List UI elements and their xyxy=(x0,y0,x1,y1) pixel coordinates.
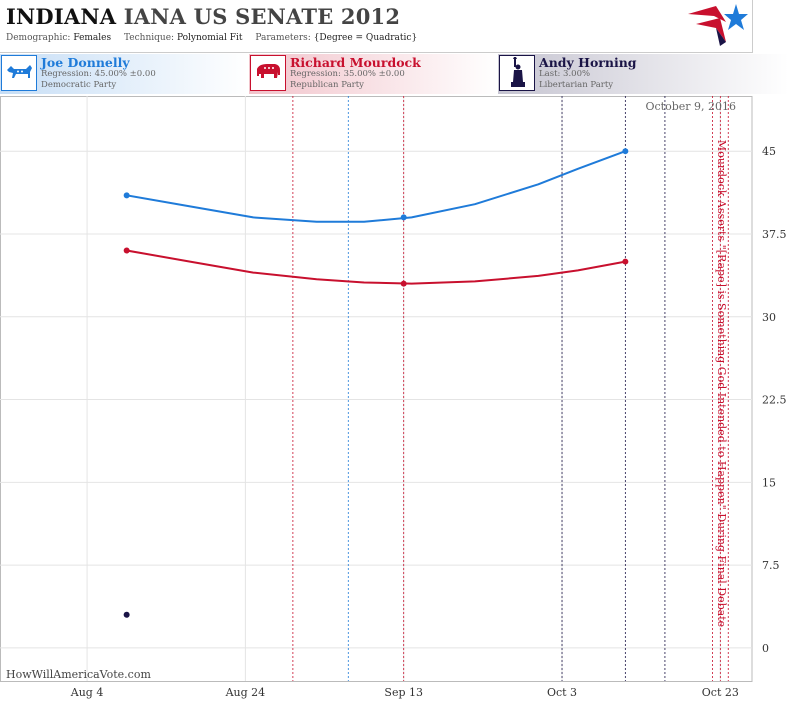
legend-backgrounds xyxy=(0,54,789,94)
data-point xyxy=(400,280,407,287)
candidate-legend: Joe Donnelly Regression: 45.00% ±0.00 De… xyxy=(0,54,789,94)
y-tick-label: 37.5 xyxy=(762,228,787,241)
candidate-horning[interactable]: Andy Horning Last: 3.00% Libertarian Par… xyxy=(499,54,787,94)
parameters-label: Parameters: xyxy=(255,33,311,43)
data-point xyxy=(123,247,130,254)
data-point xyxy=(400,214,407,221)
event-lines xyxy=(292,96,729,681)
data-point xyxy=(622,148,629,155)
parameters-value: {Degree = Quadratic} xyxy=(313,33,418,43)
candidate-stat: Last: 3.00% xyxy=(539,69,591,79)
y-tick-label: 22.5 xyxy=(762,394,787,407)
elephant-icon xyxy=(250,55,286,91)
x-tick-label: Aug 4 xyxy=(70,686,104,699)
series-line xyxy=(126,150,626,223)
candidate-name: Andy Horning xyxy=(539,55,637,70)
y-tick-label: 7.5 xyxy=(762,559,780,572)
date-label: October 9, 2016 xyxy=(645,100,736,113)
candidate-stat: Regression: 45.00% ±0.00 xyxy=(41,69,156,79)
candidate-party: Republican Party xyxy=(290,80,364,90)
star-logo-icon xyxy=(688,4,748,46)
plot-frame xyxy=(0,96,753,682)
candidate-party: Democratic Party xyxy=(41,80,117,90)
statue-of-liberty-icon xyxy=(499,55,535,91)
y-tick-label: 15 xyxy=(762,476,776,489)
title-state: INDIANA xyxy=(6,4,117,29)
polling-chart: 45 37.5 30 22.5 15 7.5 0 Aug 4 Aug 24 Sep 13 Oct … xyxy=(0,96,787,699)
data-point xyxy=(622,258,629,265)
data-point xyxy=(123,192,130,199)
demographic-value: Females xyxy=(73,33,112,43)
x-tick-label: Oct 3 xyxy=(547,686,577,699)
series-lines xyxy=(126,150,626,285)
series-points xyxy=(123,148,629,618)
donkey-icon xyxy=(1,55,37,91)
watermark: HowWillAmericaVote.com xyxy=(6,668,151,681)
candidate-donnelly[interactable]: Joe Donnelly Regression: 45.00% ±0.00 De… xyxy=(1,54,247,94)
demographic-label: Demographic: xyxy=(6,33,71,43)
header-panel: INDIANA IANA US SENATE 2012 Demographic:… xyxy=(0,0,753,53)
technique-label: Technique: xyxy=(124,33,175,43)
y-tick-label: 0 xyxy=(762,642,769,655)
x-tick-label: Oct 23 xyxy=(702,686,739,699)
page-title: INDIANA IANA US SENATE 2012 xyxy=(6,4,400,29)
y-tick-label: 45 xyxy=(762,145,776,158)
y-tick-label: 30 xyxy=(762,311,776,324)
grid xyxy=(0,96,753,682)
debate-annotation: Mourdock Asserts "[Rape] is Something Go… xyxy=(715,140,728,627)
parameters-line: Demographic: Females Technique: Polynomi… xyxy=(6,33,417,43)
technique-value: Polynomial Fit xyxy=(176,33,243,43)
candidate-party: Libertarian Party xyxy=(539,80,614,90)
data-point xyxy=(123,611,130,618)
series-line xyxy=(126,249,626,285)
x-axis: Aug 4 Aug 24 Sep 13 Oct 3 Oct 23 xyxy=(70,686,739,699)
candidate-mourdock[interactable]: Richard Mourdock Regression: 35.00% ±0.0… xyxy=(250,54,496,94)
x-tick-label: Aug 24 xyxy=(225,686,266,699)
candidate-stat: Regression: 35.00% ±0.00 xyxy=(290,69,405,79)
x-tick-label: Sep 13 xyxy=(384,686,423,699)
title-rest: IANA US SENATE 2012 xyxy=(123,4,401,29)
candidate-name: Joe Donnelly xyxy=(41,55,130,70)
y-axis: 45 37.5 30 22.5 15 7.5 0 xyxy=(762,145,787,655)
candidate-name: Richard Mourdock xyxy=(290,55,421,70)
